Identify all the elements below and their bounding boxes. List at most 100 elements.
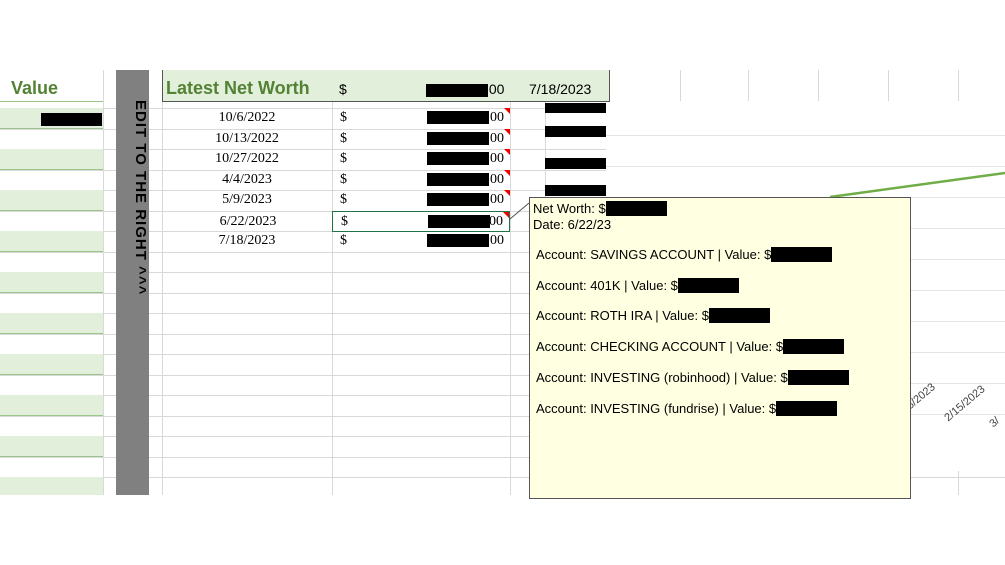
table-row[interactable]: 5/9/2023 $ .00 <box>162 190 510 210</box>
row-gridline <box>0 108 1005 109</box>
redacted-amount <box>427 111 489 124</box>
row-gridline <box>0 128 1005 130</box>
edit-banner: EDIT TO THE RIGHT ^^^ <box>116 70 149 495</box>
row-amount-suffix: .00 <box>486 130 505 146</box>
comment-account-line: Account: SAVINGS ACCOUNT | Value: $ <box>536 247 772 262</box>
latest-date: 7/18/2023 <box>529 81 592 97</box>
row-gridline <box>0 477 1005 478</box>
comment-account-line: Account: INVESTING (robinhood) | Value: … <box>536 369 788 385</box>
table-row[interactable]: 4/4/2023 $ .00 <box>162 169 510 190</box>
redacted-cell <box>545 126 606 137</box>
row-gridline <box>0 333 1005 335</box>
redacted-amount <box>427 152 489 165</box>
comment-account-line: Account: INVESTING (fundrise) | Value: $ <box>536 400 777 416</box>
latest-amount-suffix: .00 <box>485 81 505 97</box>
comment-account-line: Account: ROTH IRA | Value: $ <box>536 308 709 324</box>
cell-comment-tooltip: Net Worth: $ Date: 6/22/23 Account: SAVI… <box>529 197 911 499</box>
row-date: 4/4/2023 <box>222 171 272 187</box>
row-gridline <box>0 231 1005 232</box>
comment-indicator-icon[interactable] <box>503 211 509 218</box>
redacted-value <box>708 308 770 324</box>
table-row[interactable]: 6/22/2023 $ .00 <box>220 210 510 232</box>
redacted-value <box>605 201 667 216</box>
value-cell[interactable] <box>0 231 103 252</box>
row-gridline <box>0 190 1005 191</box>
row-gridline <box>0 169 1005 171</box>
comment-net-worth: Net Worth: $ <box>533 201 606 216</box>
value-cell[interactable] <box>0 190 103 211</box>
comment-indicator-icon[interactable] <box>504 149 510 155</box>
comment-indicator-icon[interactable] <box>504 108 510 114</box>
row-date: 10/6/2022 <box>218 110 276 125</box>
row-currency: $ <box>340 151 347 166</box>
column-gridline <box>332 70 333 495</box>
comment-connector <box>509 202 530 220</box>
chart-gridline <box>606 166 1005 167</box>
comment-indicator-icon[interactable] <box>504 128 510 135</box>
redacted-value <box>41 113 102 126</box>
table-row[interactable]: 10/27/2022 $ .00 <box>162 149 510 169</box>
redacted-value <box>771 247 833 262</box>
row-currency: $ <box>340 130 347 146</box>
value-cell[interactable] <box>0 354 103 375</box>
row-amount-suffix: .00 <box>486 192 505 207</box>
comment-date: Date: 6/22/23 <box>533 217 612 232</box>
row-gridline <box>0 395 1005 396</box>
comment-account-line: Account: 401K | Value: $ <box>536 277 678 293</box>
row-currency: $ <box>341 213 348 229</box>
redacted-value <box>787 369 849 385</box>
redacted-value <box>677 277 739 293</box>
latest-currency: $ <box>339 81 347 97</box>
value-cell[interactable] <box>0 477 103 495</box>
redacted-cell <box>545 103 606 113</box>
value-header-text: Value <box>11 78 59 98</box>
row-amount-suffix: .00 <box>486 171 505 187</box>
redacted-value <box>783 339 845 355</box>
redacted-value <box>776 400 838 416</box>
chart-gridline <box>606 135 1005 136</box>
table-row[interactable]: 7/18/2023 $ .00 <box>162 231 510 251</box>
redacted-cell <box>545 185 606 196</box>
row-date: 10/27/2022 <box>215 151 279 166</box>
row-date: 7/18/2023 <box>218 233 276 248</box>
table-row[interactable]: 10/13/2022 $ .00 <box>162 128 510 149</box>
comment-indicator-icon[interactable] <box>504 169 510 176</box>
row-gridline <box>0 374 1005 376</box>
value-cell[interactable] <box>0 149 103 170</box>
row-gridline <box>0 251 1005 253</box>
redacted-amount <box>428 214 490 228</box>
table-row[interactable]: 10/6/2022 $ .00 <box>162 108 510 128</box>
row-gridline <box>0 354 1005 355</box>
row-gridline <box>0 456 1005 458</box>
row-date: 5/9/2023 <box>222 192 272 207</box>
value-cell[interactable] <box>0 313 103 334</box>
comment-indicator-icon[interactable] <box>504 190 510 196</box>
redacted-cell <box>545 158 606 169</box>
row-gridline <box>0 313 1005 314</box>
redacted-amount <box>427 234 489 247</box>
value-cell[interactable] <box>0 395 103 416</box>
row-gridline <box>0 149 1005 150</box>
latest-net-worth-row[interactable]: Latest Net Worth $ .00 7/18/2023 <box>162 70 610 102</box>
comment-account-line: Account: CHECKING ACCOUNT | Value: $ <box>536 339 784 355</box>
value-cell[interactable] <box>0 272 103 293</box>
redacted-amount <box>426 84 488 97</box>
value-cell[interactable] <box>0 436 103 457</box>
row-amount-suffix: .00 <box>486 233 505 248</box>
redacted-amount <box>427 131 489 145</box>
row-gridline <box>0 272 1005 273</box>
row-currency: $ <box>340 192 347 207</box>
row-currency: $ <box>340 110 347 125</box>
row-date: 6/22/2023 <box>219 213 277 229</box>
value-column-header[interactable]: Value <box>0 70 103 102</box>
redacted-amount <box>427 193 489 206</box>
net-worth-line <box>829 171 1005 199</box>
row-amount-suffix: .00 <box>485 213 504 229</box>
row-gridline <box>0 415 1005 417</box>
row-gridline <box>0 436 1005 437</box>
row-currency: $ <box>340 233 347 248</box>
column-gridline <box>162 70 163 495</box>
row-date: 10/13/2022 <box>215 130 279 146</box>
row-currency: $ <box>340 171 347 187</box>
